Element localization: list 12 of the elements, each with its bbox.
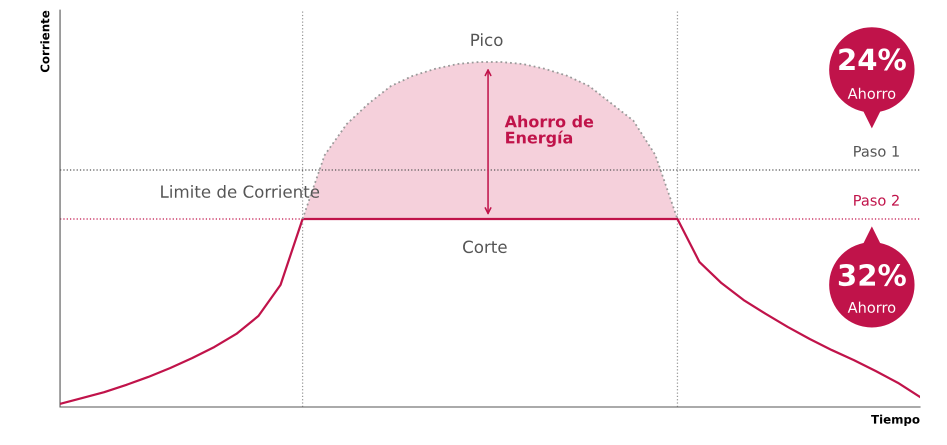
y-axis-title: Corriente: [40, 10, 50, 72]
annotation: Corte: [463, 240, 507, 254]
annotation: 24%: [839, 48, 906, 70]
ref-line-label: Paso 2: [854, 194, 899, 206]
text: Pico: [471, 33, 503, 46]
annotation: Ahorro de Energía: [504, 115, 594, 147]
annotation: Ahorro: [848, 302, 896, 313]
x-axis-title: Tiempo: [871, 414, 920, 426]
annotation: Ahorro: [848, 88, 896, 99]
ref-line-label: Paso 1: [854, 146, 899, 157]
annotation: 32%: [838, 264, 906, 286]
annotation: Limite de Corriente: [161, 185, 320, 198]
